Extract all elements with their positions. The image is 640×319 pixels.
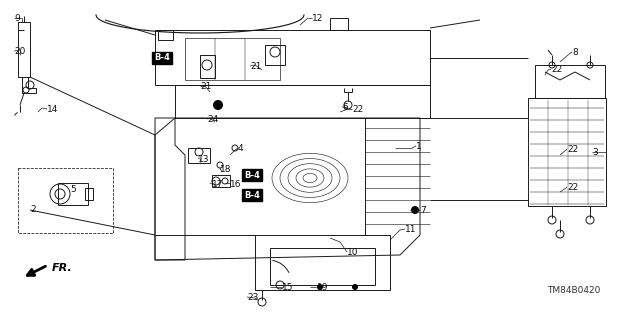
Text: B-4: B-4 <box>154 54 170 63</box>
Text: 6: 6 <box>342 103 348 112</box>
Circle shape <box>411 206 419 214</box>
Text: TM84B0420: TM84B0420 <box>547 286 600 295</box>
Text: 10: 10 <box>347 248 358 257</box>
Text: 15: 15 <box>282 283 294 292</box>
Text: 23: 23 <box>247 293 259 302</box>
Text: 16: 16 <box>230 180 241 189</box>
Text: 8: 8 <box>572 48 578 57</box>
Circle shape <box>213 100 223 110</box>
Text: 21: 21 <box>200 82 211 91</box>
Text: 3: 3 <box>592 148 598 157</box>
Bar <box>185 38 280 80</box>
Text: 11: 11 <box>405 225 417 234</box>
Bar <box>188 148 210 163</box>
Text: B-4: B-4 <box>244 190 260 199</box>
Text: FR.: FR. <box>52 263 73 273</box>
Text: 1: 1 <box>416 142 422 151</box>
Text: 17: 17 <box>212 180 223 189</box>
Bar <box>18 22 30 77</box>
Text: 22: 22 <box>567 145 579 154</box>
Text: B-4: B-4 <box>244 170 260 180</box>
Text: 7: 7 <box>420 206 426 215</box>
Bar <box>58 183 88 205</box>
Text: 21: 21 <box>250 62 261 71</box>
Text: 14: 14 <box>47 105 58 114</box>
Text: 18: 18 <box>220 165 232 174</box>
Text: 20: 20 <box>14 47 26 56</box>
Text: 9: 9 <box>14 14 20 23</box>
Text: 13: 13 <box>198 155 209 164</box>
Bar <box>528 98 606 206</box>
Bar <box>330 18 348 30</box>
Text: 22: 22 <box>567 183 579 192</box>
Text: 12: 12 <box>312 14 323 23</box>
Text: 2: 2 <box>30 205 36 214</box>
Text: 22: 22 <box>551 65 563 74</box>
Text: 4: 4 <box>238 144 244 153</box>
Bar <box>18 168 113 233</box>
Text: 5: 5 <box>70 185 76 194</box>
Circle shape <box>352 284 358 290</box>
Bar <box>85 188 93 200</box>
Bar <box>158 30 173 40</box>
Circle shape <box>317 284 323 290</box>
Text: 22: 22 <box>352 105 364 114</box>
Bar <box>212 175 230 187</box>
Text: 19: 19 <box>317 283 328 292</box>
Text: 24: 24 <box>207 115 218 124</box>
